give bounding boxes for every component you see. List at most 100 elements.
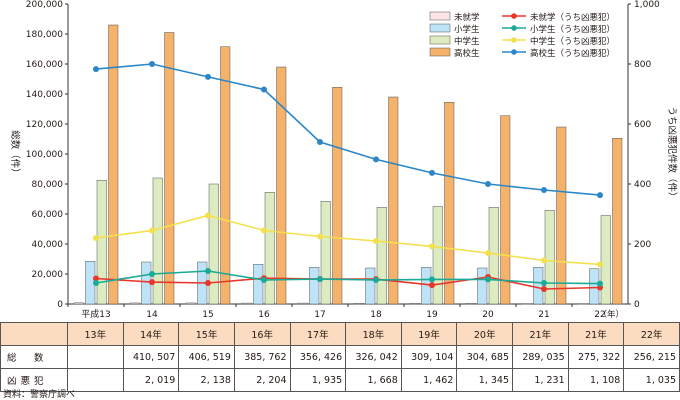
point-未就学（うち凶悪犯） bbox=[429, 282, 435, 289]
table-cell: 2, 138 bbox=[178, 368, 235, 392]
point-高校生（うち凶悪犯） bbox=[373, 156, 379, 163]
legend-label: 小学生 bbox=[454, 24, 480, 35]
point-小学生（うち凶悪犯） bbox=[429, 276, 435, 283]
x-tick-label: 17 bbox=[314, 310, 325, 320]
point-小学生（うち凶悪犯） bbox=[93, 280, 99, 286]
point-小学生（うち凶悪犯） bbox=[317, 276, 323, 283]
bar-高校生 bbox=[556, 126, 567, 305]
table-cell: 406, 519 bbox=[178, 345, 235, 369]
point-中学生（うち凶悪犯） bbox=[261, 227, 267, 234]
bar-未就学 bbox=[185, 302, 196, 305]
row-header: 凶悪犯 bbox=[0, 368, 68, 392]
table-cell: 1, 035 bbox=[623, 368, 680, 392]
table-cell: 304, 685 bbox=[456, 345, 513, 369]
point-中学生（うち凶悪犯） bbox=[317, 233, 323, 240]
table-row: 凶悪犯 2, 019 2, 138 2, 204 1, 935 1, 668 1… bbox=[0, 368, 680, 392]
bar-中学生 bbox=[544, 210, 555, 305]
y-tick-label-left: 100,000 bbox=[26, 150, 63, 160]
y-tick-label-left: 140,000 bbox=[26, 90, 63, 100]
point-未就学（うち凶悪犯） bbox=[93, 275, 99, 282]
table-corner bbox=[0, 322, 68, 346]
table-cell: 356, 426 bbox=[289, 345, 347, 369]
legend-label: 未就学 bbox=[454, 12, 480, 23]
point-未就学（うち凶悪犯） bbox=[205, 280, 211, 286]
bar-高校生 bbox=[444, 102, 455, 305]
point-高校生（うち凶悪犯） bbox=[485, 181, 491, 187]
bar-中学生 bbox=[320, 201, 331, 305]
year-header: 22年 bbox=[623, 322, 680, 346]
y-tick-label-right: 800 bbox=[634, 60, 651, 70]
y-tick-label-right: 600 bbox=[634, 120, 651, 130]
y-tick-label-left: 160,000 bbox=[26, 60, 63, 70]
legend-marker bbox=[511, 49, 517, 55]
x-tick-label: 20 bbox=[482, 310, 494, 320]
legend-label: 中学生 bbox=[454, 36, 480, 47]
point-高校生（うち凶悪犯） bbox=[205, 73, 211, 80]
table-row: 総 数 410, 507 406, 519 385, 762 356, 426 … bbox=[0, 345, 680, 369]
bar-小学生 bbox=[365, 267, 376, 305]
year-header: 18年 bbox=[345, 322, 402, 346]
point-未就学（うち凶悪犯） bbox=[149, 279, 155, 286]
lines-group bbox=[93, 61, 603, 292]
bar-中学生 bbox=[152, 177, 163, 305]
year-header: 19年 bbox=[400, 322, 458, 346]
bar-高校生 bbox=[500, 115, 511, 305]
point-高校生（うち凶悪犯） bbox=[597, 192, 603, 199]
table-cell: 410, 507 bbox=[122, 345, 180, 369]
bar-高校生 bbox=[612, 138, 623, 305]
legend-marker bbox=[511, 37, 517, 43]
year-header: 15年 bbox=[178, 322, 235, 346]
y-tick-label-left: 120,000 bbox=[26, 120, 63, 130]
bar-中学生 bbox=[264, 192, 275, 305]
point-小学生（うち凶悪犯） bbox=[261, 277, 267, 283]
y-tick-label-left: 40,000 bbox=[32, 240, 64, 250]
row-header: 総 数 bbox=[0, 345, 68, 369]
bar-未就学 bbox=[241, 302, 252, 305]
line-小学生（うち凶悪犯） bbox=[95, 270, 601, 285]
point-小学生（うち凶悪犯） bbox=[541, 280, 547, 286]
legend-label: 小学生（うち凶悪犯） bbox=[530, 24, 615, 35]
point-中学生（うち凶悪犯） bbox=[373, 238, 379, 244]
y-tick-label-left: 20,000 bbox=[32, 270, 64, 280]
x-tick-label: 19 bbox=[426, 310, 438, 320]
y-axis-title-right: うち凶悪犯件数（件） bbox=[666, 106, 678, 201]
table-cell: 1, 668 bbox=[345, 368, 402, 392]
point-中学生（うち凶悪犯） bbox=[485, 250, 491, 256]
bar-中学生 bbox=[432, 206, 443, 305]
bar-高校生 bbox=[220, 46, 231, 305]
point-中学生（うち凶悪犯） bbox=[597, 261, 603, 268]
chart-svg: 0 20,000 40,000 60,000 80,000 100,000 120,000 1… bbox=[9, 0, 678, 320]
y-tick-label-right: 200 bbox=[634, 240, 651, 250]
x-tick-label: 15 bbox=[202, 310, 213, 320]
bar-高校生 bbox=[388, 96, 399, 305]
bar-未就学 bbox=[297, 302, 308, 305]
bar-小学生 bbox=[533, 267, 544, 305]
table-cell: 1, 108 bbox=[567, 368, 625, 392]
year-header: 21年 bbox=[512, 322, 569, 346]
source-note: 資料：警察庁調べ bbox=[3, 390, 76, 400]
year-header: 21年 bbox=[567, 322, 625, 346]
table-cell bbox=[67, 345, 124, 369]
year-header: 20年 bbox=[456, 322, 513, 346]
x-tick-label: 平成13 bbox=[81, 308, 110, 320]
bar-未就学 bbox=[129, 302, 140, 305]
x-tick-label: 21 bbox=[538, 310, 549, 320]
legend-label: 未就学（うち凶悪犯） bbox=[530, 12, 615, 23]
point-小学生（うち凶悪犯） bbox=[205, 268, 211, 274]
table-cell: 289, 035 bbox=[512, 345, 569, 369]
point-中学生（うち凶悪犯） bbox=[93, 235, 99, 241]
bar-未就学 bbox=[521, 303, 532, 305]
bar-中学生 bbox=[600, 215, 611, 305]
point-高校生（うち凶悪犯） bbox=[93, 66, 99, 73]
bar-中学生 bbox=[96, 180, 107, 305]
x-tick-label: 16 bbox=[258, 310, 270, 320]
x-tick-label: 14 bbox=[146, 310, 158, 320]
x-tick-label: 22 bbox=[594, 310, 605, 320]
table-cell: 326, 042 bbox=[345, 345, 402, 369]
table-cell: 309, 104 bbox=[400, 345, 458, 369]
table-cell: 256, 215 bbox=[623, 345, 680, 369]
bar-高校生 bbox=[276, 66, 287, 305]
year-header: 13年 bbox=[67, 322, 124, 346]
bar-未就学 bbox=[465, 303, 476, 305]
